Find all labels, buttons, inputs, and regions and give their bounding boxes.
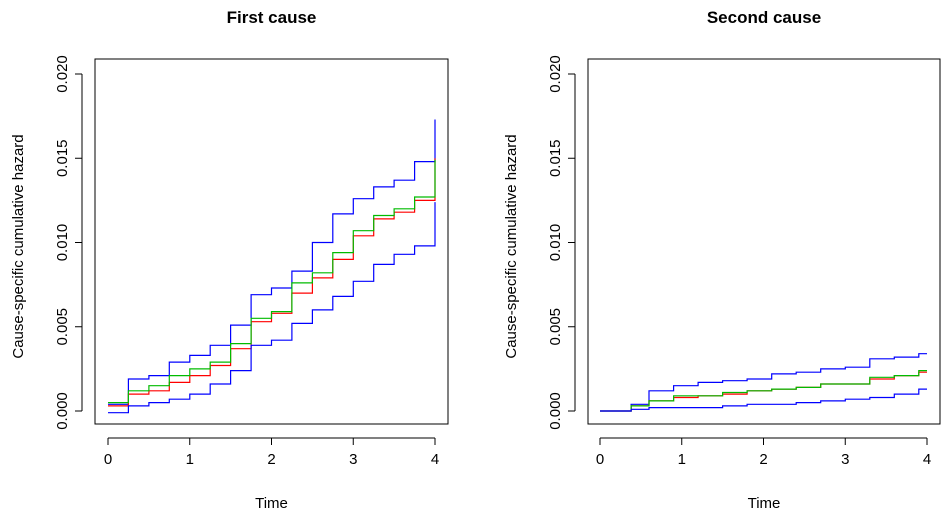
x-tick-label: 0: [104, 451, 112, 468]
x-axis-label: Time: [255, 495, 288, 512]
chart-panel-1: First cause 0 1 2 3 4 Time 0.000 0.005 0.010 0.015…: [10, 8, 449, 512]
chart-title: Second cause: [707, 8, 821, 27]
y-tick-label: 0.015: [547, 139, 564, 177]
x-axis-label: Time: [748, 495, 781, 512]
series-line-4: [600, 388, 927, 412]
x-tick-label: 4: [431, 451, 439, 468]
y-tick-label: 0.000: [54, 392, 71, 430]
chart-panel-2: Second cause 0 1 2 3 4 Time 0.000 0.005 0.010 0.01…: [503, 8, 941, 512]
series-line-1: [108, 119, 436, 405]
y-tick-label: 0.015: [54, 139, 71, 177]
y-axis-label: Cause-specific cumulative hazard: [10, 134, 27, 358]
y-tick-label: 0.005: [547, 308, 564, 346]
y-tick-label: 0.000: [547, 392, 564, 430]
x-tick-label: 1: [186, 451, 194, 468]
x-tick-label: 2: [759, 451, 767, 468]
series-line-3: [600, 370, 927, 412]
y-tick-label: 0.020: [54, 55, 71, 93]
x-tick-label: 3: [349, 451, 357, 468]
series-line-2: [108, 158, 436, 407]
series-line-3: [108, 159, 436, 404]
x-tick-label: 0: [596, 451, 604, 468]
y-tick-label: 0.020: [547, 55, 564, 93]
series-line-4: [108, 202, 436, 414]
series-line-1: [600, 353, 927, 412]
x-tick-label: 2: [267, 451, 275, 468]
y-tick-label: 0.005: [54, 308, 71, 346]
x-tick-label: 1: [678, 451, 686, 468]
plot-frame: [94, 58, 449, 425]
y-tick-label: 0.010: [547, 224, 564, 262]
chart-title: First cause: [227, 8, 317, 27]
plot-frame: [587, 58, 941, 425]
y-axis-label: Cause-specific cumulative hazard: [503, 134, 520, 358]
x-tick-label: 4: [923, 451, 931, 468]
x-tick-label: 3: [841, 451, 849, 468]
y-tick-label: 0.010: [54, 224, 71, 262]
